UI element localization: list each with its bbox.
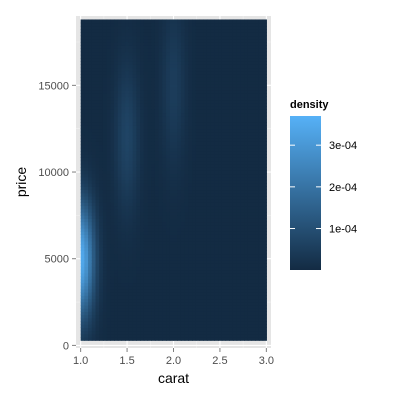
density-tile <box>192 19 196 23</box>
density-tile <box>155 19 159 23</box>
density-tile <box>233 19 237 23</box>
density-heatmap <box>81 19 267 340</box>
density-tile <box>177 19 181 23</box>
density-tile <box>144 19 148 23</box>
density-tile <box>218 19 222 23</box>
density-tile <box>252 19 256 23</box>
density-tile <box>259 19 263 23</box>
density-tile <box>188 19 192 23</box>
density-tile <box>248 19 252 23</box>
density-tile <box>244 19 248 23</box>
density-tile <box>99 19 103 23</box>
density-tile <box>110 19 114 23</box>
density-tile <box>133 19 137 23</box>
density-tile <box>162 19 166 23</box>
density-tile <box>203 19 207 23</box>
density-tile <box>240 19 244 23</box>
density-tile <box>92 19 96 23</box>
density-tile <box>84 19 88 23</box>
density-tile <box>88 19 92 23</box>
density-tile <box>159 19 163 23</box>
density-tile <box>170 19 174 23</box>
density-tile <box>114 19 118 23</box>
density-tile <box>222 19 226 23</box>
density-tile <box>214 19 218 23</box>
density-tile <box>166 19 170 23</box>
density-tile <box>226 19 230 23</box>
density-tile <box>129 19 133 23</box>
density-tile <box>103 19 107 23</box>
density-tile <box>140 19 144 23</box>
density-tile <box>229 19 233 23</box>
density-tile <box>151 19 155 23</box>
density-tile <box>81 19 85 23</box>
density-tile <box>255 19 259 23</box>
density-tile <box>185 19 189 23</box>
density-tile <box>200 19 204 23</box>
density-tile <box>181 19 185 23</box>
density-tile <box>196 19 200 23</box>
density-tile <box>118 19 122 23</box>
density-tile <box>237 19 241 23</box>
density-tile <box>148 19 152 23</box>
density-tile <box>174 19 178 23</box>
density-tile <box>211 19 215 23</box>
density-tile <box>122 19 126 23</box>
density-tile <box>107 19 111 23</box>
density-tile <box>207 19 211 23</box>
density-tile <box>96 19 100 23</box>
density-tile <box>125 19 129 23</box>
density-tile <box>136 19 140 23</box>
